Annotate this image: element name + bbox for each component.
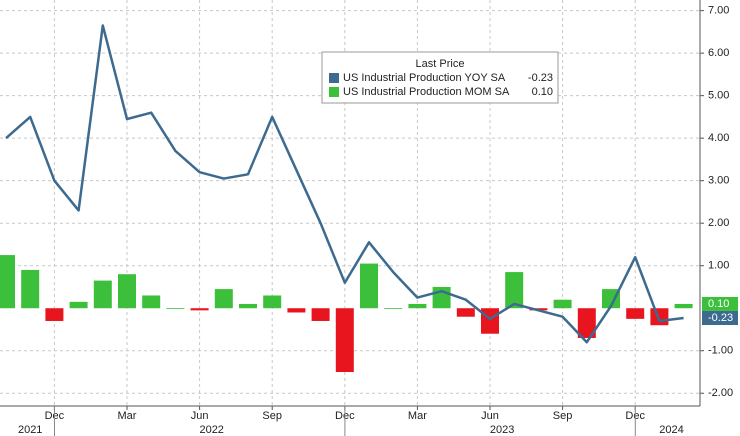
y-tick-label: 4.00 [708, 132, 729, 144]
x-tick-label: Mar [118, 410, 137, 422]
bar [118, 274, 136, 309]
y-tick-label: -1.00 [708, 345, 733, 357]
line [5, 24, 684, 344]
bar [45, 308, 64, 321]
price-tag [702, 310, 738, 325]
x-group-label: 2023 [490, 424, 514, 436]
bar [650, 308, 669, 326]
bar [239, 303, 257, 309]
y-tick-label: 7.00 [708, 5, 729, 17]
y-tick-label: 2.00 [708, 217, 729, 229]
x-group-label: 2024 [659, 424, 683, 436]
price-tag-label: -0.23 [708, 312, 733, 324]
y-tick-label: 6.00 [708, 47, 729, 59]
legend-swatch [329, 73, 339, 83]
bar [142, 295, 161, 309]
bar [384, 308, 403, 310]
bar [190, 308, 209, 311]
bar [93, 280, 112, 309]
x-tick-label: Jun [481, 410, 499, 422]
legend-label: US Industrial Production YOY SA [343, 72, 506, 84]
bar [69, 301, 88, 309]
legend-swatch [329, 87, 339, 97]
bar [311, 308, 330, 321]
legend-value: 0.10 [532, 86, 553, 98]
bar [335, 308, 354, 372]
legend-value: -0.23 [528, 72, 553, 84]
bar [456, 308, 475, 317]
x-tick-label: Mar [408, 410, 427, 422]
x-group-label: 2021 [18, 424, 42, 436]
bar [505, 272, 524, 309]
bar [21, 269, 40, 309]
bar [166, 308, 185, 310]
marks [0, 24, 693, 372]
y-tick-label: 3.00 [708, 175, 729, 187]
bar [577, 308, 596, 338]
y-tick-label: 5.00 [708, 90, 729, 102]
bar [481, 308, 499, 334]
bar [360, 263, 378, 309]
bar [602, 289, 620, 309]
legend-box [321, 51, 559, 104]
legend-label: US Industrial Production MOM SA [343, 86, 510, 98]
bar [214, 289, 233, 309]
x-group-label: 2022 [199, 424, 223, 436]
bar [0, 255, 15, 309]
x-tick-label: Sep [553, 410, 573, 422]
x-tick-label: Jun [191, 410, 209, 422]
legend: Last Price US Industrial Production YOY … [321, 51, 559, 104]
bar [263, 295, 282, 309]
price-tag [702, 296, 738, 311]
bar [674, 303, 693, 309]
bar [287, 308, 306, 313]
bar [408, 303, 427, 309]
y-tick-label: -2.00 [708, 387, 733, 399]
price-tag-label: 0.10 [708, 298, 729, 310]
y-tick-label: 1.00 [708, 260, 729, 272]
bar [626, 308, 645, 319]
x-tick-label: Sep [262, 410, 282, 422]
legend-title: Last Price [416, 58, 465, 70]
bar [553, 299, 572, 309]
